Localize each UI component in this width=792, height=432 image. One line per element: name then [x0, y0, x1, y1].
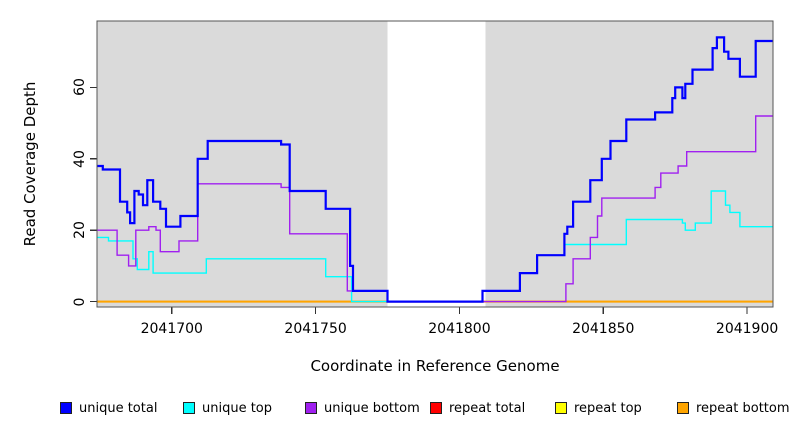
x-tick-label: 2041800: [428, 321, 491, 337]
y-tick-label: 40: [72, 149, 88, 168]
series-line-unique-total: [97, 36, 773, 303]
y-tick-label: 0: [72, 297, 88, 307]
x-axis-title: Coordinate in Reference Genome: [310, 357, 560, 375]
x-tick-label: 2041900: [715, 321, 779, 337]
y-tick-label: 60: [72, 78, 88, 97]
plot-border: [96, 20, 774, 308]
y-axis-title: Read Coverage Depth: [21, 81, 39, 247]
no-data-band: [387, 21, 486, 307]
y-tick-label: 20: [72, 221, 88, 240]
x-tick-label: 2041750: [284, 321, 347, 337]
x-tick-label: 2041850: [572, 321, 635, 337]
x-tick-label: 2041700: [140, 321, 203, 337]
